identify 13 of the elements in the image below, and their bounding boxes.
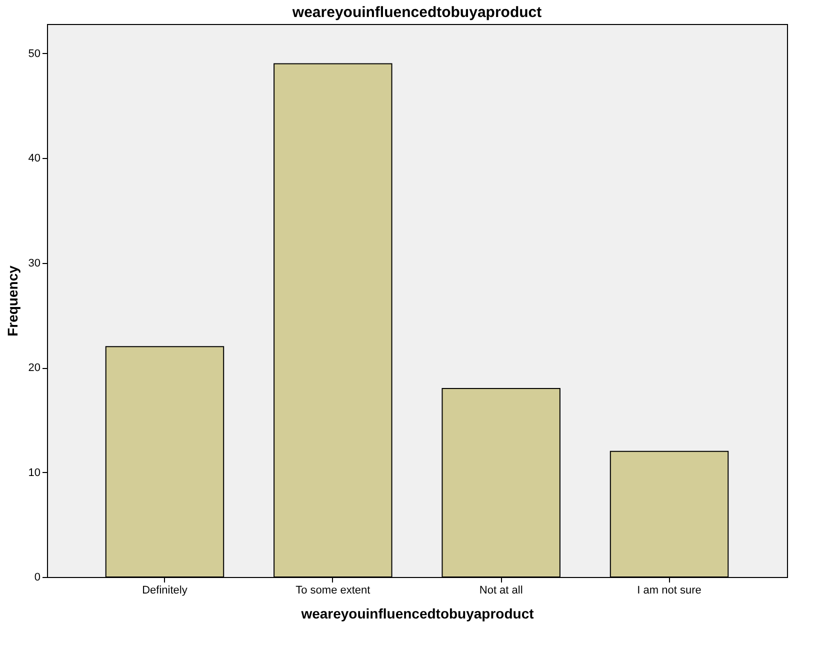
y-axis-title: Frequency bbox=[4, 265, 20, 336]
y-tick-label: 0 bbox=[34, 572, 40, 584]
y-tick-label: 50 bbox=[28, 48, 40, 60]
y-tick-label: 20 bbox=[28, 362, 40, 374]
y-tick-label: 10 bbox=[28, 466, 40, 479]
y-tick-label: 30 bbox=[28, 257, 40, 270]
x-axis-title: weareyouinfluencedtobuyaproduct bbox=[300, 606, 534, 622]
y-tick-label: 40 bbox=[28, 152, 40, 165]
x-tick-label: Not at all bbox=[479, 584, 523, 596]
x-tick-label: I am not sure bbox=[637, 584, 702, 596]
x-tick-label: To some extent bbox=[296, 584, 370, 596]
chart-title: weareyouinfluencedtobuyaproduct bbox=[291, 4, 542, 21]
x-tick-label: Definitely bbox=[142, 584, 188, 596]
